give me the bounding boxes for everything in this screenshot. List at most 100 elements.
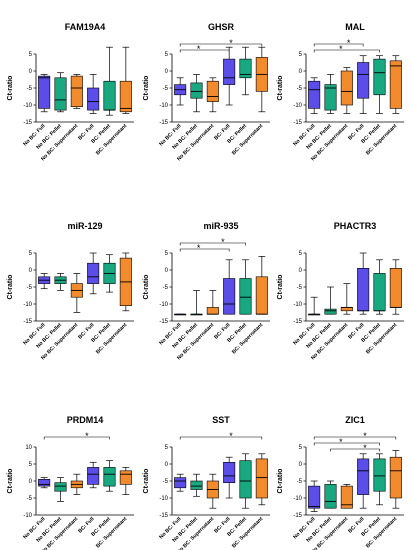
y-axis-label: Ct-ratio: [143, 76, 150, 101]
box-1: [174, 313, 187, 316]
box-3: [206, 77, 219, 113]
box-body: [87, 262, 100, 284]
y-axis-label: Ct-ratio: [143, 469, 150, 494]
box-1: [308, 77, 321, 114]
box-4: [357, 453, 370, 509]
panel-title: PRDM14: [67, 415, 104, 425]
y-tick-label: -5: [163, 86, 169, 92]
box-body: [255, 458, 268, 499]
box-body: [87, 467, 100, 485]
box-body: [174, 477, 187, 489]
panel-title: GHSR: [208, 22, 235, 32]
box-body: [190, 480, 203, 490]
box-body: [54, 77, 67, 111]
box-body: [190, 82, 203, 99]
y-tick-label: -10: [293, 496, 302, 502]
category-label: BC: Supernatant: [95, 516, 128, 549]
box-4: [223, 46, 236, 106]
y-tick-label: -15: [23, 120, 32, 126]
box-body: [324, 308, 337, 315]
box-body: [206, 80, 219, 102]
y-tick-label: -10: [23, 513, 32, 519]
significance-line: [179, 43, 263, 47]
box-3: [70, 74, 83, 109]
significance-line: [313, 442, 380, 446]
y-axis-label: Ct-ratio: [277, 275, 284, 300]
significance-bracket: *: [313, 38, 364, 48]
box-body: [340, 307, 353, 312]
box-5: [239, 46, 252, 96]
box-body: [308, 80, 321, 109]
y-tick-label: 5: [165, 251, 169, 257]
y-tick-label: 5: [29, 52, 33, 58]
box-body: [373, 58, 386, 96]
box-body: [357, 62, 370, 99]
significance-line: [43, 436, 110, 440]
box-1: [38, 477, 51, 489]
box-6: [119, 467, 132, 495]
y-tick-label: -15: [293, 319, 302, 325]
box-body: [87, 87, 100, 111]
y-tick-label: 0: [29, 69, 33, 75]
significance-star: *: [197, 243, 201, 253]
significance-star: *: [363, 431, 367, 441]
significance-bracket: *: [179, 431, 263, 441]
significance-bracket: *: [179, 44, 230, 54]
category-label: BC: Supernatant: [365, 516, 398, 549]
box-2: [190, 290, 203, 316]
box-6: [255, 453, 268, 506]
y-tick-label: 10: [25, 445, 32, 451]
box-body: [389, 456, 402, 499]
box-body: [389, 267, 402, 308]
box-body: [223, 278, 236, 315]
panel-title: MAL: [345, 22, 365, 32]
box-body: [103, 467, 116, 487]
category-label: BC: Supernatant: [365, 322, 398, 355]
box-body: [357, 458, 370, 495]
box-body: [340, 70, 353, 106]
y-tick-label: 0: [299, 462, 303, 468]
y-tick-label: 5: [29, 462, 33, 468]
y-tick-label: -5: [27, 86, 33, 92]
significance-line: [179, 49, 230, 53]
box-2: [190, 74, 203, 113]
significance-star: *: [339, 437, 343, 447]
significance-star: *: [229, 38, 233, 48]
significance-star: *: [339, 44, 343, 54]
box-6: [389, 450, 402, 509]
box-1: [308, 480, 321, 512]
box-body: [324, 484, 337, 509]
box-2: [54, 72, 67, 113]
box-2: [324, 74, 337, 114]
y-tick-label: -10: [23, 103, 32, 109]
y-tick-label: 0: [165, 69, 169, 75]
y-axis-label: Ct-ratio: [143, 275, 150, 300]
y-tick-label: -5: [297, 479, 303, 485]
y-tick-label: 0: [29, 479, 33, 485]
box-4: [223, 456, 236, 499]
y-tick-label: -10: [293, 103, 302, 109]
significance-star: *: [347, 38, 351, 48]
box-body: [340, 485, 353, 509]
box-3: [340, 484, 353, 509]
significance-bracket: *: [179, 38, 263, 48]
y-tick-label: 5: [299, 251, 303, 257]
box-4: [357, 55, 370, 114]
category-label: BC: Supernatant: [365, 123, 398, 156]
box-body: [308, 485, 321, 509]
box-4: [87, 74, 100, 114]
box-6: [389, 55, 402, 114]
y-axis-label: Ct-ratio: [7, 275, 14, 300]
category-label: BC: Supernatant: [95, 322, 128, 355]
category-label: BC: Supernatant: [231, 322, 264, 355]
y-tick-label: 5: [165, 445, 169, 451]
significance-bracket: *: [313, 431, 397, 441]
box-5: [239, 259, 252, 315]
y-tick-label: 0: [165, 462, 169, 468]
